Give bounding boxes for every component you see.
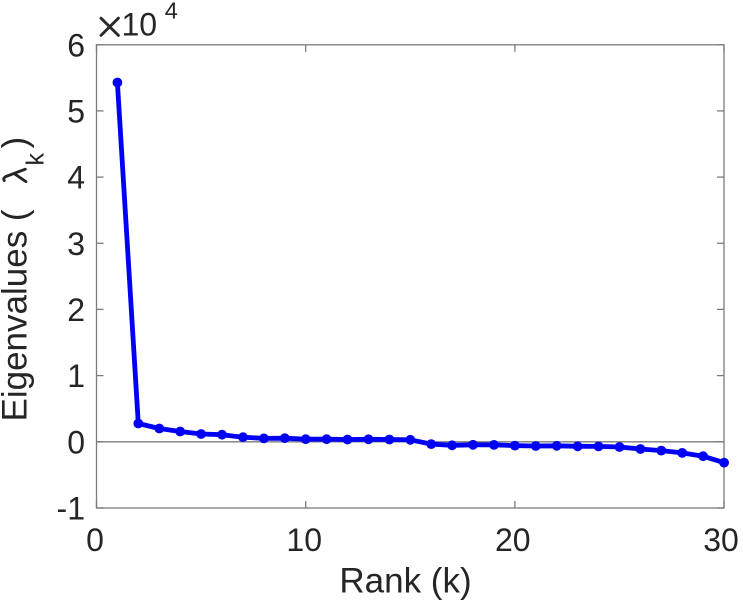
svg-text:-1: -1: [57, 491, 85, 527]
svg-text:0: 0: [67, 424, 85, 460]
svg-text:4: 4: [67, 160, 85, 196]
svg-text:20: 20: [495, 522, 531, 558]
svg-text:Eigenvalues (: Eigenvalues (: [0, 209, 35, 421]
svg-text:2: 2: [67, 292, 85, 328]
svg-text:4: 4: [165, 0, 178, 24]
svg-text:10: 10: [286, 522, 322, 558]
svg-text:30: 30: [703, 522, 739, 558]
svg-text:3: 3: [67, 226, 85, 262]
svg-text:0: 0: [86, 522, 104, 558]
svg-text:): ): [0, 137, 35, 149]
svg-text:10: 10: [122, 7, 158, 43]
svg-text:6: 6: [67, 27, 85, 63]
svg-text:5: 5: [67, 93, 85, 129]
svg-text:k: k: [22, 153, 50, 166]
svg-text:Rank (k): Rank (k): [339, 562, 471, 600]
svg-text:1: 1: [67, 358, 85, 394]
